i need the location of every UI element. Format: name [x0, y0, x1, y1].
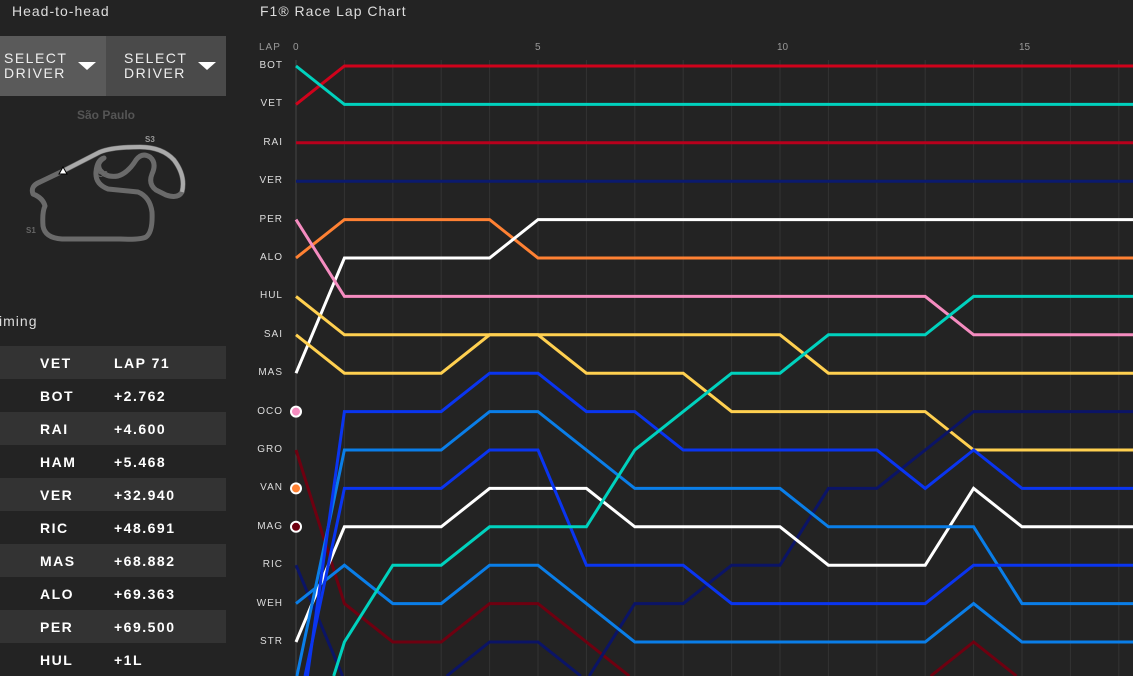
timing-row[interactable]: 10 HUL +1L: [0, 643, 226, 676]
driver-code: PER: [40, 618, 74, 635]
driver-code: HUL: [40, 651, 74, 668]
series-line-hul[interactable]: [295, 295, 1133, 375]
series-line-vet[interactable]: [295, 64, 1133, 106]
driver-row-label[interactable]: MAS: [258, 367, 283, 379]
select-driver-2-label: SELECT DRIVER: [124, 50, 188, 81]
driver-row-label[interactable]: BOT: [259, 60, 283, 71]
series-line-p17[interactable]: [295, 410, 1133, 676]
gap: +69.363: [114, 585, 176, 602]
gap: +68.882: [114, 552, 176, 569]
timing-table: 1 VET LAP 712 BOT +2.7623 RAI +4.6004 HA…: [0, 346, 226, 676]
retired-marker-van: [290, 482, 302, 495]
select-driver-1-dropdown[interactable]: SELECT DRIVER: [0, 36, 106, 96]
driver-code: ALO: [40, 585, 75, 602]
driver-row-label[interactable]: PER: [259, 213, 283, 225]
driver-row-label[interactable]: STR: [260, 636, 283, 647]
driver-row-label[interactable]: OCO: [257, 405, 283, 417]
driver-row-label[interactable]: WEH: [256, 597, 283, 609]
series-line-weh[interactable]: [295, 563, 1133, 644]
driver-code: VER: [40, 486, 74, 503]
track-map: S1 S2 S3: [26, 135, 186, 242]
timing-row[interactable]: 5 VER +32.940: [0, 478, 226, 511]
timing-row[interactable]: 8 ALO +69.363: [0, 577, 226, 610]
driver-code: HAM: [40, 453, 77, 470]
series-line-alo[interactable]: [295, 218, 1133, 260]
driver-code: BOT: [40, 387, 75, 404]
start-marker-icon: [58, 165, 68, 175]
timing-row[interactable]: 2 BOT +2.762: [0, 379, 226, 412]
series-line-p20[interactable]: [332, 294, 1133, 676]
head-to-head-title: Head-to-head: [12, 3, 110, 19]
select-driver-2-dropdown[interactable]: SELECT DRIVER: [106, 36, 226, 96]
driver-row-label[interactable]: RAI: [263, 136, 283, 148]
lap-tick-label: 5: [535, 42, 541, 53]
chart-title: F1® Race Lap Chart: [260, 3, 407, 19]
gap: +1L: [114, 651, 144, 668]
series-line-str[interactable]: [294, 486, 1133, 643]
driver-row-label[interactable]: MAG: [257, 520, 283, 532]
sector-3-label: S3: [145, 135, 155, 144]
gap: +5.468: [114, 453, 167, 470]
retired-marker-mag: [290, 520, 302, 533]
sector-2-label: S2: [98, 170, 108, 179]
timing-row[interactable]: 7 MAS +68.882: [0, 544, 226, 577]
lap-tick-label: 0: [293, 42, 299, 53]
driver-row-label[interactable]: VAN: [260, 482, 283, 494]
sector-1-label: S1: [26, 226, 36, 235]
series-line-sai[interactable]: [295, 333, 1133, 452]
driver-row-label[interactable]: VER: [259, 175, 283, 187]
driver-code: RIC: [40, 519, 69, 536]
select-driver-1-label: SELECT DRIVER: [4, 50, 68, 81]
gap: +2.762: [114, 387, 167, 404]
series-line-gro[interactable]: [294, 449, 1018, 676]
series-line-p18[interactable]: [303, 448, 1133, 676]
timing-row[interactable]: 9 PER +69.500: [0, 610, 226, 643]
gap: +4.600: [114, 420, 167, 437]
lap-tick-label: 10: [777, 42, 789, 53]
driver-code: MAS: [40, 552, 76, 569]
driver-row-label[interactable]: ALO: [259, 252, 283, 263]
series-line-ric[interactable]: [294, 410, 1133, 676]
timing-row[interactable]: 4 HAM +5.468: [0, 445, 226, 478]
driver-row-label[interactable]: HUL: [259, 290, 283, 302]
track-name: São Paulo: [76, 108, 135, 122]
timing-row[interactable]: 1 VET LAP 71: [0, 346, 226, 379]
driver-row-label[interactable]: RIC: [262, 559, 283, 571]
chevron-down-icon: [78, 62, 96, 70]
driver-row-label[interactable]: GRO: [257, 444, 283, 455]
timing-row[interactable]: 6 RIC +48.691: [0, 511, 226, 544]
driver-row-label[interactable]: VET: [260, 98, 283, 110]
series-line-p19[interactable]: [305, 371, 1133, 676]
chevron-down-icon: [198, 62, 216, 70]
lap-axis-label: LAP: [259, 42, 281, 53]
gap: +69.500: [114, 618, 176, 635]
driver-row-label[interactable]: SAI: [263, 328, 283, 340]
series-line-bot[interactable]: [295, 64, 1133, 106]
retired-marker-oco: [290, 405, 302, 418]
gap: LAP 71: [114, 354, 171, 371]
timing-row[interactable]: 3 RAI +4.600: [0, 412, 226, 445]
lap-tick-label: 15: [1019, 42, 1031, 53]
driver-code: RAI: [40, 420, 69, 437]
gap: +48.691: [114, 519, 176, 536]
gap: +32.940: [114, 486, 176, 503]
timing-title: Timing: [0, 313, 38, 329]
series-line-per[interactable]: [294, 218, 1133, 337]
driver-code: VET: [40, 354, 72, 371]
series-line-mas[interactable]: [294, 218, 1133, 374]
